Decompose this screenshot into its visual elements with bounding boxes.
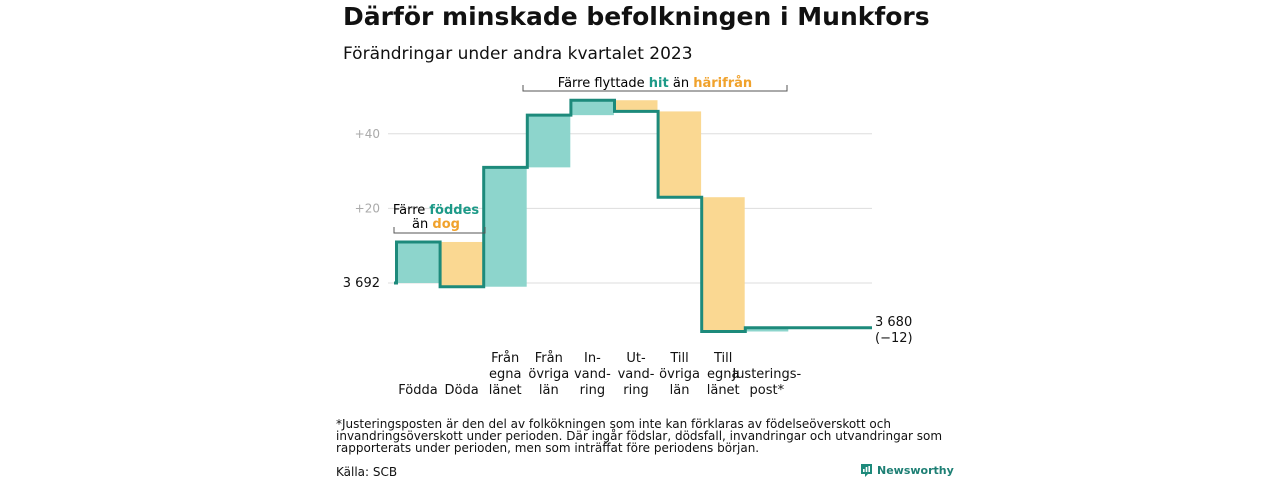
migration-annotation-bracket bbox=[522, 85, 788, 92]
svg-text:än dog: än dog bbox=[412, 217, 460, 232]
waterfall-bar bbox=[658, 111, 702, 198]
brand-name: Newsworthy bbox=[877, 464, 954, 477]
category-label: Från bbox=[491, 351, 519, 366]
newsworthy-icon bbox=[861, 464, 872, 477]
category-label: egna bbox=[489, 367, 521, 382]
migration-annotation-highlight-2: härifrån bbox=[693, 76, 752, 91]
waterfall-bar bbox=[440, 241, 484, 287]
step-line bbox=[394, 98, 872, 333]
y-tick-label: +40 bbox=[355, 127, 380, 141]
bars-layer bbox=[396, 100, 789, 332]
category-label: Födda bbox=[398, 383, 437, 398]
footnote: *Justeringsposten är den del av folkökni… bbox=[336, 417, 943, 455]
category-label: Justerings- bbox=[731, 367, 801, 382]
category-label: ring bbox=[623, 383, 648, 398]
category-label: Till bbox=[669, 351, 688, 366]
category-label: Till bbox=[713, 351, 732, 366]
end-value-label: 3 680 bbox=[875, 315, 912, 330]
category-label: ring bbox=[580, 383, 605, 398]
category-label: vand- bbox=[574, 367, 611, 382]
category-label: län bbox=[670, 383, 690, 398]
category-label: län bbox=[539, 383, 559, 398]
waterfall-bar bbox=[396, 241, 440, 283]
category-label: övriga bbox=[659, 367, 700, 382]
category-label: Döda bbox=[445, 383, 479, 398]
category-label: Ut- bbox=[626, 351, 646, 366]
category-label: länet bbox=[489, 383, 522, 398]
category-label: länet bbox=[707, 383, 740, 398]
category-label: post* bbox=[750, 383, 785, 398]
svg-text:Färre föddes: Färre föddes bbox=[393, 203, 480, 218]
birth-annotation-line2-prefix: än bbox=[412, 217, 432, 232]
waterfall-bar bbox=[614, 100, 658, 112]
category-label: övriga bbox=[528, 367, 569, 382]
waterfall-bar bbox=[483, 167, 527, 287]
chart-subtitle: Förändringar under andra kvartalet 2023 bbox=[343, 44, 693, 64]
waterfall-bar bbox=[701, 197, 745, 332]
birth-annotation-prefix: Färre bbox=[393, 203, 430, 218]
migration-annotation-mid: än bbox=[669, 76, 693, 91]
category-label: Från bbox=[535, 351, 563, 366]
migration-annotation: Färre flyttade hit än härifrån bbox=[522, 76, 788, 92]
chart-title: Därför minskade befolkningen i Munkfors bbox=[343, 2, 930, 31]
birth-annotation-bracket bbox=[393, 227, 486, 234]
migration-annotation-prefix: Färre flyttade bbox=[558, 76, 649, 91]
category-label: vand- bbox=[618, 367, 655, 382]
waterfall-bar bbox=[527, 115, 571, 168]
y-tick-label: +20 bbox=[355, 201, 380, 215]
brand-logo: Newsworthy bbox=[860, 463, 954, 478]
start-value-label: 3 692 bbox=[343, 276, 380, 291]
svg-text:Färre flyttade hit än härifrån: Färre flyttade hit än härifrån bbox=[558, 76, 752, 91]
birth-annotation-highlight-2: dog bbox=[432, 217, 460, 232]
category-label: egna bbox=[707, 367, 739, 382]
source-note: Källa: SCB bbox=[336, 465, 398, 479]
waterfall-bar bbox=[745, 327, 789, 332]
birth-annotation-highlight-1: föddes bbox=[429, 203, 479, 218]
migration-annotation-highlight-1: hit bbox=[649, 76, 669, 91]
end-change-label: (−12) bbox=[875, 331, 913, 346]
category-label: In- bbox=[584, 351, 601, 366]
waterfall-bar bbox=[570, 100, 614, 116]
birth-annotation: Färre föddes än dog bbox=[393, 203, 486, 234]
